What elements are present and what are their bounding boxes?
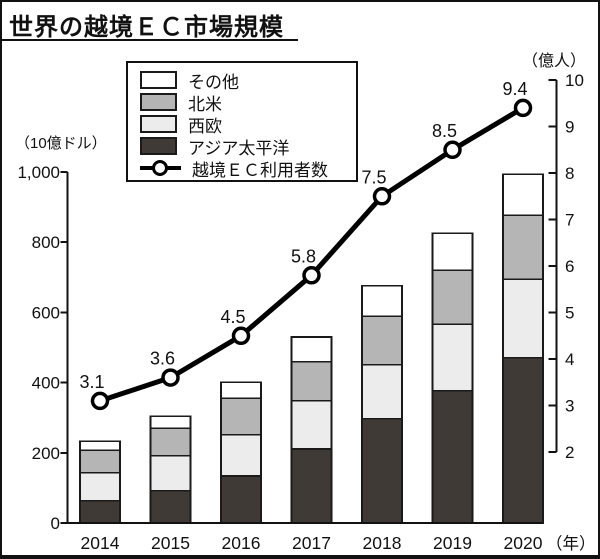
bar-segment-2020-北米: [502, 214, 544, 281]
bar-segment-2016-北米: [220, 397, 262, 436]
bar-segment-2015-西欧: [149, 454, 192, 492]
line-marker-2016: [231, 326, 251, 346]
x-axis-label-2019: 2019: [433, 533, 472, 553]
line-marker-2015: [161, 368, 180, 387]
left-axis-tick-label-0: 0: [51, 514, 60, 533]
line-marker-2020: [513, 98, 533, 118]
bar-segment-2014-北米: [79, 449, 121, 474]
line-point-label-2018: 7.5: [361, 167, 386, 187]
line-marker-2019: [443, 140, 462, 160]
legend-color-swatch: [140, 71, 177, 89]
right-axis-tick-label-3: 3: [565, 397, 574, 416]
legend-item-4: 越境ＥＣ利用者数: [140, 157, 356, 180]
bar-segment-2019-その他: [431, 232, 474, 272]
right-axis-tick-label-8: 8: [565, 164, 574, 183]
bar-segment-2015-北米: [149, 427, 192, 457]
bar-segment-2020-アジア太平洋: [502, 356, 544, 524]
line-marker-2014: [90, 391, 110, 411]
x-axis-label-2020: 2020: [504, 533, 543, 553]
bar-segment-2014-アジア太平洋: [79, 500, 121, 524]
x-axis-unit-suffix: （年）: [546, 534, 596, 553]
legend-label: 北米: [188, 94, 222, 114]
right-axis-tick-label-4: 4: [565, 350, 574, 369]
x-axis-label-2017: 2017: [292, 533, 331, 553]
right-axis-tick-label-7: 7: [565, 211, 574, 230]
legend-label: アジア太平洋: [188, 138, 290, 158]
bar-segment-2018-その他: [361, 284, 403, 318]
legend-color-swatch: [140, 93, 177, 111]
legend-color-swatch: [140, 137, 177, 155]
bar-segment-2018-北米: [361, 315, 403, 366]
line-point-label-2015: 3.6: [150, 349, 175, 369]
line-point-label-2017: 5.8: [291, 246, 316, 266]
bar-segment-2018-アジア太平洋: [361, 417, 403, 524]
right-axis-tick-label-10: 10: [565, 71, 584, 90]
bar-segment-2019-北米: [431, 269, 474, 326]
right-axis-unit-label: （億人）: [521, 53, 586, 70]
line-marker-2017: [302, 266, 321, 285]
x-axis-label-2016: 2016: [222, 533, 261, 553]
left-axis-unit-label: （10億ドル）: [15, 135, 107, 152]
legend-line-dot: [152, 160, 168, 176]
legend-item-0: その他: [140, 69, 356, 92]
left-axis-tick-label-400: 400: [32, 374, 60, 393]
bar-segment-2019-アジア太平洋: [431, 389, 474, 524]
bar-segment-2017-北米: [290, 360, 333, 402]
x-axis-label-2018: 2018: [363, 533, 402, 553]
chart-title: 世界の越境ＥＣ市場規模: [9, 14, 284, 41]
bar-segment-2015-アジア太平洋: [149, 489, 192, 524]
bar-segment-2019-西欧: [431, 323, 474, 392]
legend-label: その他: [188, 72, 239, 92]
bar-segment-2020-西欧: [502, 278, 544, 359]
legend-label: 西欧: [188, 116, 222, 136]
legend-label: 越境ＥＣ利用者数: [192, 160, 328, 180]
right-axis-tick-label-2: 2: [565, 443, 574, 462]
bar-segment-2014-その他: [79, 440, 121, 452]
left-axis-tick-label-800: 800: [32, 233, 60, 252]
bar-segment-2017-その他: [290, 336, 333, 363]
legend-item-3: アジア太平洋: [140, 135, 356, 158]
bar-segment-2018-西欧: [361, 363, 403, 420]
right-axis-tick-label-5: 5: [565, 304, 574, 323]
legend: その他 北米 西欧 アジア太平洋 越境ＥＣ利用者数: [126, 61, 358, 182]
x-axis-label-2014: 2014: [81, 533, 120, 553]
legend-item-1: 北米: [140, 91, 356, 114]
legend-item-2: 西欧: [140, 113, 356, 136]
line-point-label-2016: 4.5: [220, 307, 245, 327]
left-axis-tick-label-600: 600: [32, 303, 60, 322]
bar-segment-2020-その他: [502, 173, 544, 217]
bar-segment-2017-アジア太平洋: [290, 448, 333, 524]
bar-segment-2014-西欧: [79, 471, 121, 502]
left-axis-tick-label-200: 200: [32, 444, 60, 463]
left-axis-tick-label-1000: 1,000: [17, 163, 60, 182]
line-marker-2018: [372, 187, 392, 206]
x-axis-label-2015: 2015: [151, 533, 190, 553]
legend-color-swatch: [140, 115, 177, 133]
bar-segment-2016-アジア太平洋: [220, 475, 262, 524]
legend-line-marker-swatch: [140, 159, 181, 177]
right-axis-tick-label-6: 6: [565, 257, 574, 276]
bar-segment-2015-その他: [149, 415, 192, 429]
line-point-label-2020: 9.4: [502, 79, 527, 99]
line-point-label-2014: 3.1: [79, 372, 104, 392]
bar-segment-2017-西欧: [290, 400, 333, 450]
title-underline: [2, 39, 298, 41]
bar-segment-2016-その他: [220, 381, 262, 400]
line-point-label-2019: 8.5: [432, 121, 457, 141]
right-axis-tick-label-9: 9: [565, 118, 574, 137]
bar-segment-2016-西欧: [220, 434, 262, 477]
